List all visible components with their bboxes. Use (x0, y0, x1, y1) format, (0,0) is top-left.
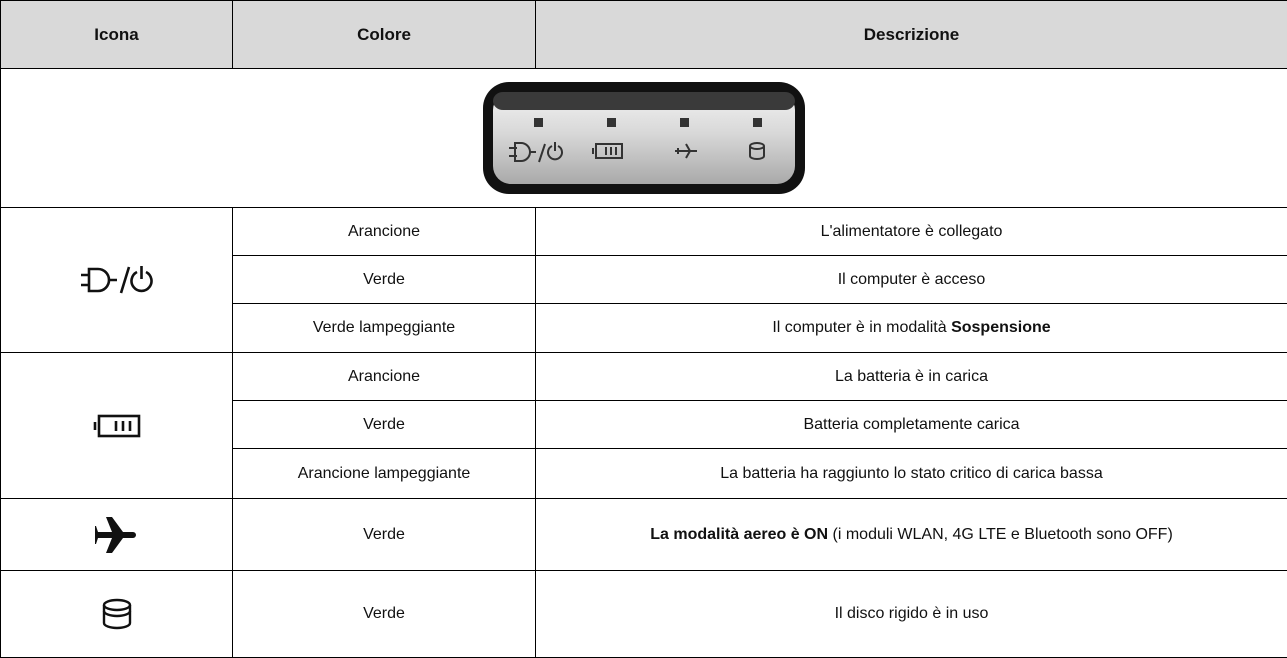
description-cell: Il computer è acceso (536, 256, 1287, 304)
bold-text: La modalità aereo è ON (650, 526, 828, 543)
description-cell: Batteria completamente carica (536, 401, 1287, 449)
color-cell: Verde lampeggiante (233, 304, 536, 353)
text: Il computer è acceso (838, 271, 986, 288)
airplane-icon (95, 515, 139, 555)
text: (i moduli WLAN, 4G LTE e Bluetooth sono … (828, 526, 1173, 543)
description-cell: La batteria ha raggiunto lo stato critic… (536, 449, 1287, 499)
description-cell: L'alimentatore è collegato (536, 208, 1287, 256)
disk-icon (100, 597, 134, 631)
color-cell: Verde (233, 401, 536, 449)
description-cell: Il computer è in modalità Sospensione (536, 304, 1287, 353)
description-cell: La batteria è in carica (536, 353, 1287, 401)
header-cell: Icona (1, 1, 233, 69)
icon-cell (1, 499, 233, 571)
text: Il computer è in modalità (772, 319, 951, 336)
description-cell: Il disco rigido è in uso (536, 571, 1287, 658)
color-cell: Arancione lampeggiante (233, 449, 536, 499)
icon-cell (1, 571, 233, 658)
color-cell: Arancione (233, 208, 536, 256)
table-row: Arancione L'alimentatore è collegato (1, 208, 1287, 256)
header-cell: Descrizione (536, 1, 1287, 69)
color-cell: Verde (233, 571, 536, 658)
header-cell: Colore (233, 1, 536, 69)
led-panel (479, 78, 809, 198)
icon-cell (1, 353, 233, 499)
table-row: Verde Il disco rigido è in uso (1, 571, 1287, 658)
table-row: Arancione La batteria è in carica (1, 353, 1287, 401)
power-icon (77, 263, 157, 297)
bold-text: Sospensione (951, 319, 1051, 336)
text: La batteria è in carica (835, 368, 988, 385)
text: Il disco rigido è in uso (835, 605, 989, 622)
battery-icon (92, 413, 142, 439)
description-cell: La modalità aereo è ON (i moduli WLAN, 4… (536, 499, 1287, 571)
image-row (1, 69, 1287, 208)
color-cell: Verde (233, 256, 536, 304)
color-cell: Arancione (233, 353, 536, 401)
text: La batteria ha raggiunto lo stato critic… (720, 465, 1102, 482)
color-cell: Verde (233, 499, 536, 571)
header-row: Icona Colore Descrizione (1, 1, 1287, 69)
text: Batteria completamente carica (803, 416, 1019, 433)
icon-cell (1, 208, 233, 353)
text: L'alimentatore è collegato (821, 223, 1003, 240)
led-panel-cell (1, 69, 1287, 208)
